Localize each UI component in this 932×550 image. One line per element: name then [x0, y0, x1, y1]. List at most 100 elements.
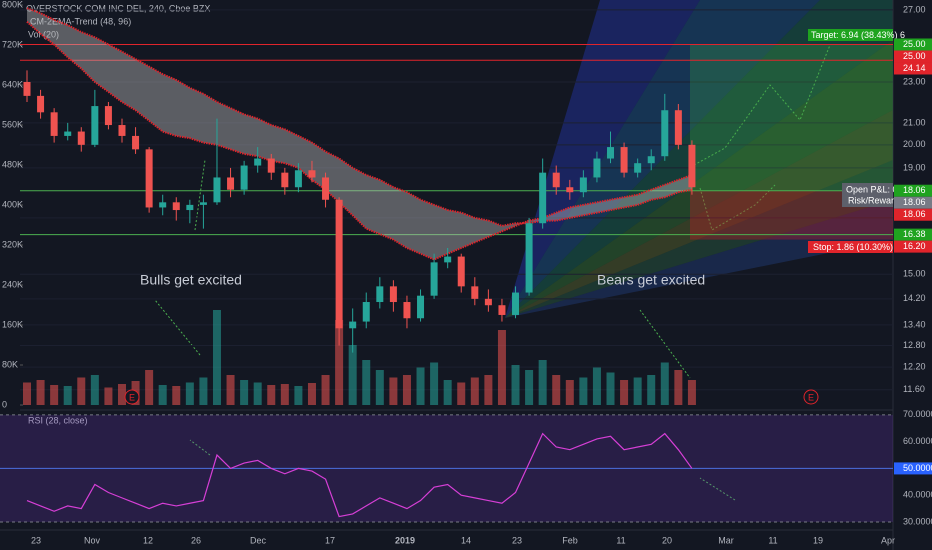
x-tick-label: Nov: [84, 535, 101, 545]
pnl-box: [842, 183, 893, 207]
volume-bar: [606, 372, 615, 405]
price-tag-label: 25.00: [903, 51, 926, 61]
annotation: Bulls get excited: [140, 272, 242, 288]
volume-bar: [511, 365, 520, 405]
candle-body: [688, 144, 696, 188]
volume-bar: [633, 377, 642, 405]
price-tag-label: 24.14: [903, 63, 926, 73]
candle-body: [349, 321, 357, 329]
volume-bar: [402, 375, 411, 405]
price-tag-label: 16.20: [903, 241, 926, 251]
candle-body: [186, 204, 194, 211]
candle-body: [579, 177, 587, 193]
volume-tick-label: 560K: [2, 119, 23, 129]
y-tick-label: 19.00: [903, 162, 926, 172]
candle-body: [77, 131, 85, 145]
candle-body: [620, 147, 628, 173]
volume-bar: [348, 345, 357, 405]
price-tag: [894, 196, 932, 209]
x-tick-label: Mar: [718, 535, 734, 545]
candle-body: [376, 286, 384, 303]
volume-bar: [538, 360, 547, 405]
volume-tick-label: 640K: [2, 79, 23, 89]
candle-body: [566, 187, 574, 193]
volume-bar: [416, 367, 425, 405]
candle-body: [593, 158, 601, 178]
symbol-title: OVERSTOCK COM INC DEL, 240, Cboe BZX: [26, 3, 210, 13]
fib-fan: [505, 0, 893, 318]
candle-body: [267, 158, 275, 173]
volume-bar: [430, 362, 439, 405]
volume-bar: [389, 377, 398, 405]
rsi-tick-label: 30.0000: [903, 516, 932, 526]
volume-bar: [592, 367, 601, 405]
volume-legend: Vol (20): [28, 29, 59, 39]
candle-body: [322, 177, 330, 200]
candle-body: [661, 110, 669, 157]
x-tick-label: 14: [461, 535, 471, 545]
price-tag-label: 16.38: [903, 229, 926, 239]
candle-body: [159, 202, 167, 208]
rsi-tick-label: 70.0000: [903, 409, 932, 419]
volume-tick-label: 320K: [2, 239, 23, 249]
candle-body: [132, 135, 140, 150]
volume-bar: [158, 385, 167, 405]
rsi-tag: [894, 462, 932, 475]
candle-body: [498, 305, 506, 315]
rsi-legend: RSI (28, close): [28, 415, 88, 425]
volume-tick-label: 160K: [2, 319, 23, 329]
candle-body: [444, 256, 452, 263]
candle-body: [145, 149, 153, 208]
candle-body: [213, 177, 221, 203]
candle-body: [254, 158, 262, 166]
volume-bar: [660, 362, 669, 405]
volume-bar: [185, 382, 194, 405]
volume-bar: [552, 375, 561, 405]
candle-body: [227, 177, 235, 190]
price-tag-label: 18.06: [903, 197, 926, 207]
earnings-label: E: [129, 392, 135, 402]
volume-bar: [457, 382, 466, 405]
volume-bar: [497, 330, 506, 405]
volume-bar: [226, 375, 235, 405]
candle-body: [552, 172, 560, 188]
rr-label: Risk/Reward R: [848, 195, 909, 205]
volume-bar: [375, 370, 384, 405]
x-tick-label: Feb: [562, 535, 578, 545]
volume-bar: [77, 377, 86, 405]
volume-bar: [647, 375, 656, 405]
volume-bar: [443, 380, 452, 405]
volume-bar: [307, 383, 316, 405]
volume-bar: [36, 380, 45, 405]
target-zone: [690, 44, 893, 191]
x-tick-label: 26: [191, 535, 201, 545]
candle-body: [50, 112, 58, 136]
volume-bar: [117, 384, 126, 405]
volume-bar: [280, 384, 289, 405]
x-tick-label: 17: [325, 535, 335, 545]
y-tick-label: 27.00: [903, 4, 926, 14]
volume-bar: [90, 375, 99, 405]
candle-body: [484, 298, 492, 306]
rsi-line: [26, 432, 693, 518]
volume-bar: [687, 380, 696, 405]
candle-body: [104, 106, 112, 126]
ema-band: [27, 8, 692, 260]
volume-tick-label: 720K: [2, 39, 23, 49]
y-tick-label: 21.00: [903, 117, 926, 127]
stop-label-box: [808, 241, 893, 253]
price-tag: [894, 228, 932, 241]
y-tick-label: 11.60: [903, 384, 925, 394]
candle-body: [172, 202, 180, 211]
candle-body: [647, 156, 655, 164]
volume-bar: [23, 382, 31, 405]
target-label: Target: 6.94 (38.43%) 6: [811, 30, 905, 40]
price-tag-label: 18.06: [903, 185, 926, 195]
x-tick-label: Apr: [881, 535, 895, 545]
candle-body: [240, 165, 248, 190]
y-tick-label: 12.80: [903, 340, 926, 350]
volume-bar: [240, 380, 249, 405]
candle-body: [281, 172, 289, 188]
y-tick-label: 14.20: [903, 293, 926, 303]
